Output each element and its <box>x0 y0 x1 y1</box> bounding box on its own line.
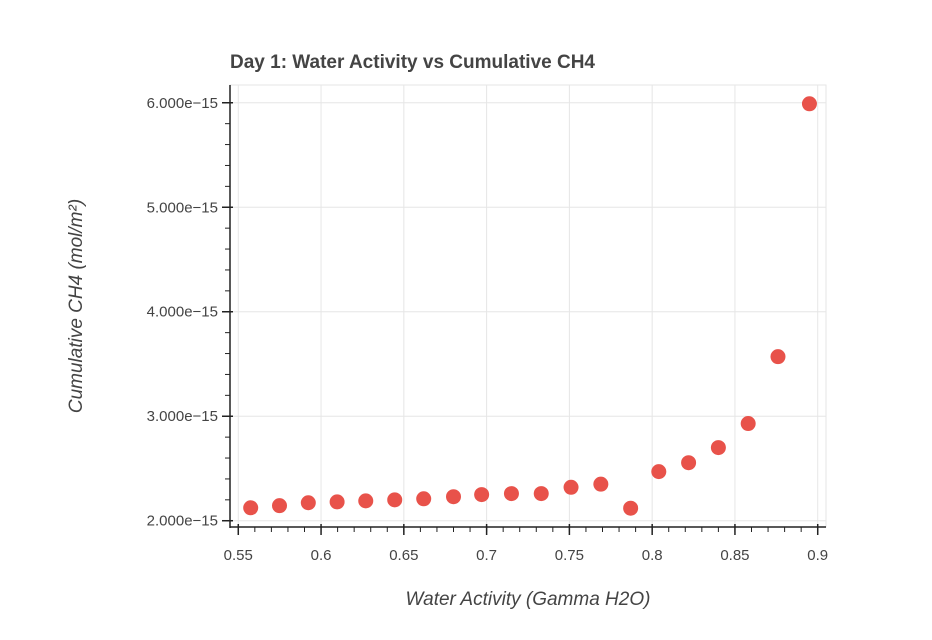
data-point <box>651 464 667 480</box>
x-tick-label: 0.7 <box>476 547 497 564</box>
data-point <box>710 440 726 456</box>
chart-title: Day 1: Water Activity vs Cumulative CH4 <box>230 52 595 73</box>
data-point <box>243 500 259 516</box>
x-tick-label: 0.9 <box>807 547 828 564</box>
data-point <box>446 489 461 505</box>
x-tick-label: 0.55 <box>224 547 253 564</box>
x-tick-label: 0.75 <box>555 547 584 564</box>
data-points <box>243 96 817 516</box>
data-point <box>329 494 345 510</box>
data-point <box>533 486 549 502</box>
data-point <box>387 492 403 508</box>
x-axis-label: Water Activity (Gamma H2O) <box>406 589 651 610</box>
data-point <box>593 476 609 492</box>
data-point <box>272 498 288 514</box>
y-tick-label: 2.000e−15 <box>147 513 218 530</box>
y-tick-label: 4.000e−15 <box>147 304 218 321</box>
plot-frame <box>229 84 827 528</box>
y-axis-label: Cumulative CH4 (mol/m²) <box>66 199 87 413</box>
y-tick-label: 6.000e−15 <box>147 95 218 112</box>
axes: 0.55 0.6 0.65 0.7 0.75 0.8 0.85 0.9 2.000e−15 3.0… <box>147 85 828 564</box>
x-tick-label: 0.6 <box>311 547 332 564</box>
data-point <box>358 493 374 509</box>
data-point <box>503 486 519 502</box>
x-tick-label: 0.65 <box>389 547 418 564</box>
x-tick-label: 0.8 <box>642 547 663 564</box>
y-tick-label: 3.000e−15 <box>147 408 218 425</box>
data-point <box>770 349 786 365</box>
data-point <box>563 479 579 495</box>
y-tick-label: 5.000e−15 <box>147 199 218 216</box>
grid <box>230 85 826 527</box>
data-point <box>416 491 432 507</box>
data-point <box>681 455 697 471</box>
data-point <box>623 500 639 516</box>
x-tick-label: 0.85 <box>720 547 749 564</box>
data-point <box>300 495 316 511</box>
data-point <box>801 96 817 112</box>
data-point <box>474 487 490 503</box>
data-point <box>740 416 756 432</box>
